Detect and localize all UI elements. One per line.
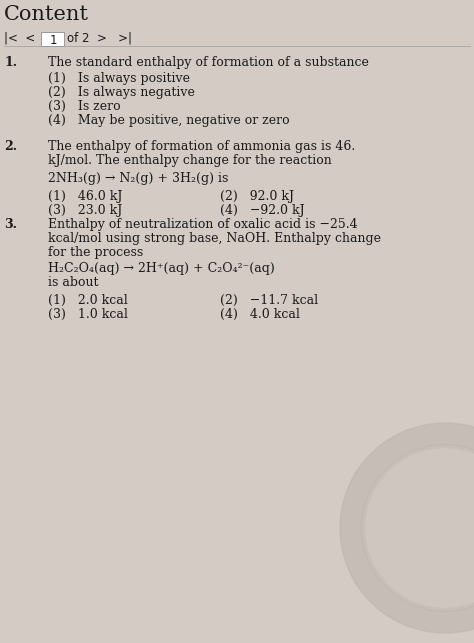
Text: (1)   2.0 kcal: (1) 2.0 kcal (48, 294, 128, 307)
Text: kcal/mol using strong base, NaOH. Enthalpy change: kcal/mol using strong base, NaOH. Enthal… (48, 232, 381, 245)
Text: The enthalpy of formation of ammonia gas is 46.: The enthalpy of formation of ammonia gas… (48, 140, 355, 153)
Text: (2)   −11.7 kcal: (2) −11.7 kcal (220, 294, 318, 307)
Circle shape (363, 446, 474, 610)
Text: kJ/mol. The enthalpy change for the reaction: kJ/mol. The enthalpy change for the reac… (48, 154, 332, 167)
Text: (1)   Is always positive: (1) Is always positive (48, 72, 190, 85)
Text: (2)   Is always negative: (2) Is always negative (48, 86, 195, 99)
Text: (3)   1.0 kcal: (3) 1.0 kcal (48, 308, 128, 321)
Text: (3)   23.0 kJ: (3) 23.0 kJ (48, 204, 122, 217)
Text: (4)   −92.0 kJ: (4) −92.0 kJ (220, 204, 305, 217)
Text: 1: 1 (49, 33, 57, 46)
Text: of 2  >   >|: of 2 > >| (67, 32, 132, 45)
Text: H₂C₂O₄(aq) → 2H⁺(aq) + C₂O₄²⁻(aq): H₂C₂O₄(aq) → 2H⁺(aq) + C₂O₄²⁻(aq) (48, 262, 275, 275)
Text: (4)   May be positive, negative or zero: (4) May be positive, negative or zero (48, 114, 290, 127)
Text: The standard enthalpy of formation of a substance: The standard enthalpy of formation of a … (48, 56, 369, 69)
Text: (3)   Is zero: (3) Is zero (48, 100, 120, 113)
Text: 2NH₃(g) → N₂(g) + 3H₂(g) is: 2NH₃(g) → N₂(g) + 3H₂(g) is (48, 172, 228, 185)
Text: (2)   92.0 kJ: (2) 92.0 kJ (220, 190, 294, 203)
FancyBboxPatch shape (42, 32, 64, 46)
Text: 3.: 3. (4, 218, 17, 231)
Text: (1)   46.0 kJ: (1) 46.0 kJ (48, 190, 122, 203)
Text: 2.: 2. (4, 140, 17, 153)
Text: is about: is about (48, 276, 99, 289)
Circle shape (340, 423, 474, 633)
Text: (4)   4.0 kcal: (4) 4.0 kcal (220, 308, 300, 321)
Text: for the process: for the process (48, 246, 143, 259)
Text: Content: Content (4, 5, 89, 24)
Text: 1.: 1. (4, 56, 17, 69)
Text: Enthalpy of neutralization of oxalic acid is −25.4: Enthalpy of neutralization of oxalic aci… (48, 218, 357, 231)
Text: |<  <: |< < (4, 32, 35, 45)
